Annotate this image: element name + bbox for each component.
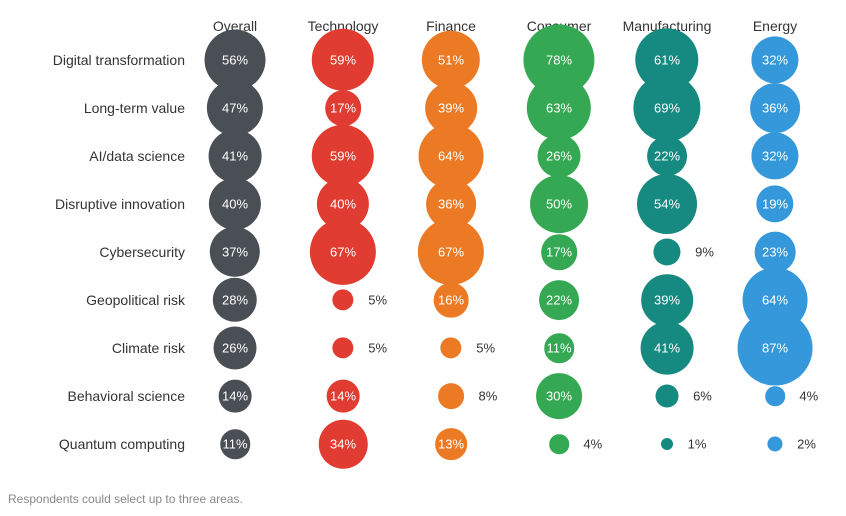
bubble-value: 4% xyxy=(583,437,602,452)
column-header: Energy xyxy=(753,18,797,34)
bubble-value: 5% xyxy=(368,341,387,356)
row-label: Disruptive innovation xyxy=(0,196,185,212)
bubble-value: 6% xyxy=(693,389,712,404)
row-label: Quantum computing xyxy=(0,436,185,452)
bubble-value: 2% xyxy=(797,437,816,452)
bubble-value: 87% xyxy=(762,341,788,356)
bubble-value: 39% xyxy=(438,101,464,116)
bubble-value: 23% xyxy=(762,245,788,260)
bubble-value: 32% xyxy=(762,53,788,68)
bubble-value: 40% xyxy=(330,197,356,212)
chart-footnote: Respondents could select up to three are… xyxy=(8,492,243,506)
bubble-value: 59% xyxy=(330,53,356,68)
bubble xyxy=(549,434,569,454)
bubble-value: 32% xyxy=(762,149,788,164)
bubble-value: 50% xyxy=(546,197,572,212)
bubble-value: 63% xyxy=(546,101,572,116)
bubble-value: 34% xyxy=(330,437,356,452)
bubble-value: 19% xyxy=(762,197,788,212)
row-label: Climate risk xyxy=(0,340,185,356)
bubble-value: 54% xyxy=(654,197,680,212)
bubble-value: 56% xyxy=(222,53,248,68)
bubble-value: 16% xyxy=(438,293,464,308)
bubble-value: 11% xyxy=(546,341,571,356)
bubble-value: 36% xyxy=(762,101,788,116)
bubble-value: 5% xyxy=(368,293,387,308)
bubble xyxy=(332,289,353,310)
bubble-matrix-chart: OverallTechnologyFinanceConsumerManufact… xyxy=(0,0,846,516)
bubble-value: 41% xyxy=(222,149,248,164)
bubble-value: 8% xyxy=(479,389,498,404)
bubble-value: 22% xyxy=(546,293,572,308)
bubble-value: 41% xyxy=(654,341,680,356)
bubble-value: 26% xyxy=(222,341,248,356)
bubble-value: 36% xyxy=(438,197,464,212)
bubble-value: 39% xyxy=(654,293,680,308)
bubble-value: 30% xyxy=(546,389,572,404)
bubble-value: 67% xyxy=(330,245,356,260)
bubble-value: 64% xyxy=(762,293,788,308)
bubble-value: 17% xyxy=(330,101,356,116)
bubble xyxy=(767,436,782,451)
bubble-value: 11% xyxy=(222,437,247,452)
bubble-value: 37% xyxy=(222,245,248,260)
bubble-value: 4% xyxy=(799,389,818,404)
row-label: Digital transformation xyxy=(0,52,185,68)
bubble-value: 61% xyxy=(654,53,680,68)
bubble-value: 78% xyxy=(546,53,572,68)
bubble xyxy=(765,386,785,406)
bubble-value: 47% xyxy=(222,101,248,116)
bubble-value: 64% xyxy=(438,149,464,164)
bubble-value: 14% xyxy=(330,389,356,404)
bubble xyxy=(440,337,461,358)
bubble xyxy=(332,337,353,358)
bubble-value: 51% xyxy=(438,53,464,68)
bubble-value: 1% xyxy=(688,437,707,452)
bubble-value: 9% xyxy=(695,245,714,260)
bubble-value: 5% xyxy=(476,341,495,356)
row-label: Geopolitical risk xyxy=(0,292,185,308)
bubble-value: 22% xyxy=(654,149,680,164)
bubble-value: 26% xyxy=(546,149,572,164)
row-label: AI/data science xyxy=(0,148,185,164)
row-label: Cybersecurity xyxy=(0,244,185,260)
bubble-value: 67% xyxy=(438,245,464,260)
bubble-value: 28% xyxy=(222,293,248,308)
bubble-value: 40% xyxy=(222,197,248,212)
bubble-value: 69% xyxy=(654,101,680,116)
bubble-value: 59% xyxy=(330,149,356,164)
bubble xyxy=(653,238,680,265)
row-label: Long-term value xyxy=(0,100,185,116)
bubble xyxy=(438,383,464,409)
row-label: Behavioral science xyxy=(0,388,185,404)
bubble xyxy=(656,385,679,408)
bubble xyxy=(661,438,673,450)
bubble-value: 14% xyxy=(222,389,248,404)
bubble-value: 17% xyxy=(546,245,572,260)
bubble-value: 13% xyxy=(438,437,464,452)
